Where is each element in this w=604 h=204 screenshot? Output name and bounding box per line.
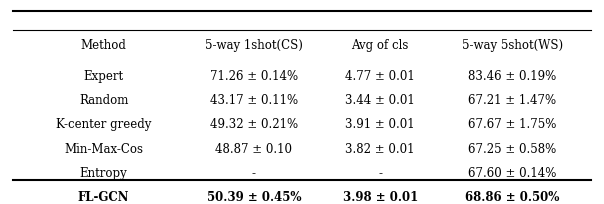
Text: 67.60 ± 0.14%: 67.60 ± 0.14%: [468, 167, 557, 180]
Text: K-center greedy: K-center greedy: [56, 118, 151, 131]
Text: Method: Method: [81, 39, 126, 52]
Text: Avg of cls: Avg of cls: [352, 39, 409, 52]
Text: 43.17 ± 0.11%: 43.17 ± 0.11%: [210, 94, 298, 107]
Text: 71.26 ± 0.14%: 71.26 ± 0.14%: [210, 70, 298, 83]
Text: 5-way 1shot(CS): 5-way 1shot(CS): [205, 39, 303, 52]
Text: -: -: [378, 167, 382, 180]
Text: 68.86 ± 0.50%: 68.86 ± 0.50%: [465, 191, 560, 204]
Text: 3.44 ± 0.01: 3.44 ± 0.01: [345, 94, 415, 107]
Text: 48.87 ± 0.10: 48.87 ± 0.10: [216, 143, 292, 156]
Text: 83.46 ± 0.19%: 83.46 ± 0.19%: [468, 70, 556, 83]
Text: 4.77 ± 0.01: 4.77 ± 0.01: [345, 70, 415, 83]
Text: 67.21 ± 1.47%: 67.21 ± 1.47%: [468, 94, 556, 107]
Text: 67.25 ± 0.58%: 67.25 ± 0.58%: [468, 143, 556, 156]
Text: 3.98 ± 0.01: 3.98 ± 0.01: [342, 191, 418, 204]
Text: 5-way 5shot(WS): 5-way 5shot(WS): [462, 39, 563, 52]
Text: Entropy: Entropy: [80, 167, 127, 180]
Text: Random: Random: [79, 94, 128, 107]
Text: -: -: [252, 167, 256, 180]
Text: 49.32 ± 0.21%: 49.32 ± 0.21%: [210, 118, 298, 131]
Text: Min-Max-Cos: Min-Max-Cos: [64, 143, 143, 156]
Text: FL-GCN: FL-GCN: [78, 191, 129, 204]
Text: 67.67 ± 1.75%: 67.67 ± 1.75%: [468, 118, 557, 131]
Text: 50.39 ± 0.45%: 50.39 ± 0.45%: [207, 191, 301, 204]
Text: 3.82 ± 0.01: 3.82 ± 0.01: [345, 143, 415, 156]
Text: 3.91 ± 0.01: 3.91 ± 0.01: [345, 118, 415, 131]
Text: Expert: Expert: [83, 70, 124, 83]
